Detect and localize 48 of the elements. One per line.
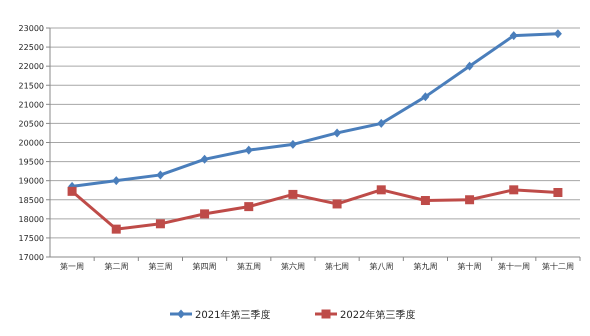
legend-label: 2021年第三季度: [195, 309, 270, 321]
point: [333, 128, 342, 138]
x-tick-label: 第七周: [325, 262, 350, 271]
point: [200, 154, 209, 164]
point: [200, 209, 210, 218]
y-tick-label: 20000: [18, 138, 44, 148]
point: [420, 196, 430, 206]
point: [509, 185, 518, 194]
y-tick-label: 18500: [18, 196, 44, 205]
y-tick-label: 17000: [18, 253, 44, 262]
x-tick-label: 第一周: [60, 262, 84, 271]
point: [68, 186, 77, 196]
point: [376, 185, 386, 194]
point: [332, 199, 342, 208]
point: [156, 219, 165, 228]
y-tick-label: 17500: [18, 234, 44, 243]
x-tick-label: 第五周: [236, 262, 261, 271]
point: [553, 188, 562, 197]
x-tick-label: 第十二周: [542, 262, 574, 271]
y-tick-label: 19000: [18, 176, 44, 186]
x-tick-label: 第八周: [369, 262, 394, 271]
point: [288, 140, 297, 149]
x-tick-label: 第十一周: [498, 262, 530, 271]
x-tick-label: 第三周: [148, 262, 172, 271]
x-tick-label: 第二周: [104, 262, 128, 271]
point: [244, 146, 253, 155]
legend-label: 2022年第三季度: [340, 309, 416, 321]
y-tick-label: 21500: [18, 81, 44, 90]
y-tick-label: 18000: [18, 214, 44, 224]
point: [288, 190, 298, 199]
point: [466, 62, 474, 71]
y-tick-label: 19500: [18, 158, 44, 167]
x-tick-label: 第六周: [280, 262, 305, 271]
x-tick-label: 第九周: [413, 262, 438, 271]
y-tick-label: 23000: [18, 24, 44, 33]
point: [112, 176, 120, 186]
point: [244, 202, 254, 212]
y-tick-label: 22000: [18, 62, 44, 72]
point: [156, 170, 164, 180]
point: [421, 92, 430, 102]
x-tick-label: 第四周: [192, 262, 217, 271]
y-tick-label: 22500: [18, 43, 44, 52]
point: [465, 195, 474, 204]
y-tick-label: 20500: [18, 119, 44, 128]
y-tick-label: 21000: [18, 100, 44, 110]
x-tick-label: 第十周: [458, 262, 482, 271]
point: [112, 224, 121, 234]
point: [377, 118, 386, 128]
